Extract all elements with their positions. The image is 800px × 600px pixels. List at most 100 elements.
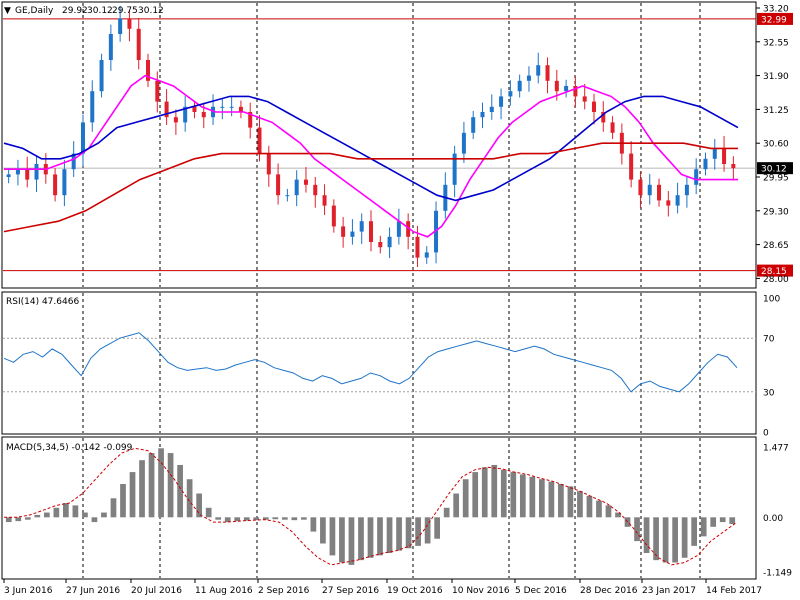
candle-body xyxy=(461,132,466,154)
macd-bar xyxy=(139,460,145,518)
current-price-label: 30.12 xyxy=(761,165,787,175)
x-tick-label: 14 Feb 2017 xyxy=(706,586,762,596)
candle-body xyxy=(238,106,243,112)
macd-bar xyxy=(672,517,678,563)
candle-body xyxy=(694,169,699,185)
candle-body xyxy=(350,231,355,237)
macd-bar xyxy=(424,517,431,544)
macd-bar xyxy=(129,472,136,518)
candle-body xyxy=(480,112,485,118)
macd-bar xyxy=(691,517,698,546)
candle-body xyxy=(155,80,160,102)
x-tick-label: 10 Nov 2016 xyxy=(452,586,510,596)
candle-body xyxy=(276,174,281,196)
macd-bar xyxy=(243,517,250,521)
candle-body xyxy=(257,127,262,154)
macd-bar xyxy=(158,448,164,518)
macd-bar xyxy=(386,517,393,554)
candle-body xyxy=(164,101,169,118)
macd-tick-label: 1.477 xyxy=(763,444,789,454)
x-tick-label: 19 Oct 2016 xyxy=(387,586,443,596)
candle-body xyxy=(146,60,151,81)
macd-bar xyxy=(110,498,117,518)
macd-bar xyxy=(558,483,564,518)
price-tick-label: 31.25 xyxy=(763,106,789,116)
macd-bar xyxy=(729,517,736,524)
x-tick-label: 23 Jan 2017 xyxy=(642,586,696,596)
candle-body xyxy=(489,106,494,112)
macd-bar xyxy=(586,495,593,518)
candle-body xyxy=(424,252,429,258)
candle-body xyxy=(554,80,559,92)
x-tick-label: 28 Dec 2016 xyxy=(580,586,638,596)
macd-bar xyxy=(186,479,193,518)
price-tick-label: 28.65 xyxy=(763,241,789,251)
macd-bar xyxy=(567,486,574,518)
price-tick-label: 33.20 xyxy=(763,5,789,15)
price-level-label: 32.99 xyxy=(761,15,787,25)
candle-body xyxy=(722,148,727,164)
macd-bar xyxy=(72,505,79,518)
current-price-tag xyxy=(757,162,793,175)
price-tick-label: 28.00 xyxy=(763,275,789,285)
macd-bar xyxy=(301,517,307,520)
candle-body xyxy=(192,106,197,112)
price-level-tag xyxy=(757,264,793,277)
macd-bar xyxy=(710,517,717,527)
candle-body xyxy=(675,195,680,206)
price-tick-label: 29.95 xyxy=(763,174,789,184)
x-tick-label: 27 Sep 2016 xyxy=(322,586,379,596)
macd-bar xyxy=(396,517,402,551)
macd-bar xyxy=(481,467,488,518)
macd-bar xyxy=(43,512,50,518)
candle-body xyxy=(294,179,299,196)
macd-tick-label: -1.149 xyxy=(763,569,792,579)
macd-bar xyxy=(529,476,536,518)
symbol-dropdown-icon[interactable]: ▼ xyxy=(4,6,11,16)
macd-bar xyxy=(24,517,31,520)
macd-bar xyxy=(367,517,374,558)
candle-body xyxy=(591,101,596,112)
rsi-pane[interactable] xyxy=(1,291,757,435)
macd-bar xyxy=(329,517,336,556)
price-tick-label: 29.30 xyxy=(763,207,789,217)
macd-bar xyxy=(653,517,659,561)
macd-bar xyxy=(167,453,174,518)
candle-body xyxy=(6,174,11,177)
candle-body xyxy=(99,60,104,92)
macd-bar xyxy=(63,503,69,518)
candle-body xyxy=(499,96,504,107)
candle-body xyxy=(62,169,67,196)
macd-bar xyxy=(548,481,555,518)
candle-body xyxy=(666,200,671,206)
moving-average-line xyxy=(3,142,738,233)
macd-bar xyxy=(681,517,688,558)
price-level-label: 28.15 xyxy=(761,267,787,277)
macd-bar xyxy=(215,517,222,520)
macd-bar xyxy=(491,464,498,518)
macd-bar xyxy=(662,517,669,563)
macd-pane[interactable] xyxy=(1,436,757,580)
price-tick-label: 32.55 xyxy=(763,38,789,48)
macd-bar xyxy=(101,512,107,518)
moving-average-line xyxy=(4,74,738,238)
rsi-line xyxy=(3,332,738,393)
candle-body xyxy=(127,18,132,29)
macd-bar xyxy=(700,517,707,537)
macd-bar xyxy=(462,479,469,518)
macd-title: MACD(5,34,5) -0.142 -0.099 xyxy=(6,443,133,453)
macd-bar xyxy=(634,517,640,542)
candle-body xyxy=(313,184,318,196)
macd-tick-label: 0.00 xyxy=(763,514,783,524)
candle-body xyxy=(341,226,346,237)
candle-body xyxy=(638,179,643,196)
macd-bar xyxy=(196,493,203,518)
ohlc-close: 30.12 xyxy=(138,6,164,16)
candle-body xyxy=(703,158,708,170)
price-pane[interactable] xyxy=(1,1,757,289)
candle-body xyxy=(526,75,531,81)
candle-body xyxy=(657,184,662,201)
candle-body xyxy=(136,28,141,60)
candle-body xyxy=(322,195,327,206)
